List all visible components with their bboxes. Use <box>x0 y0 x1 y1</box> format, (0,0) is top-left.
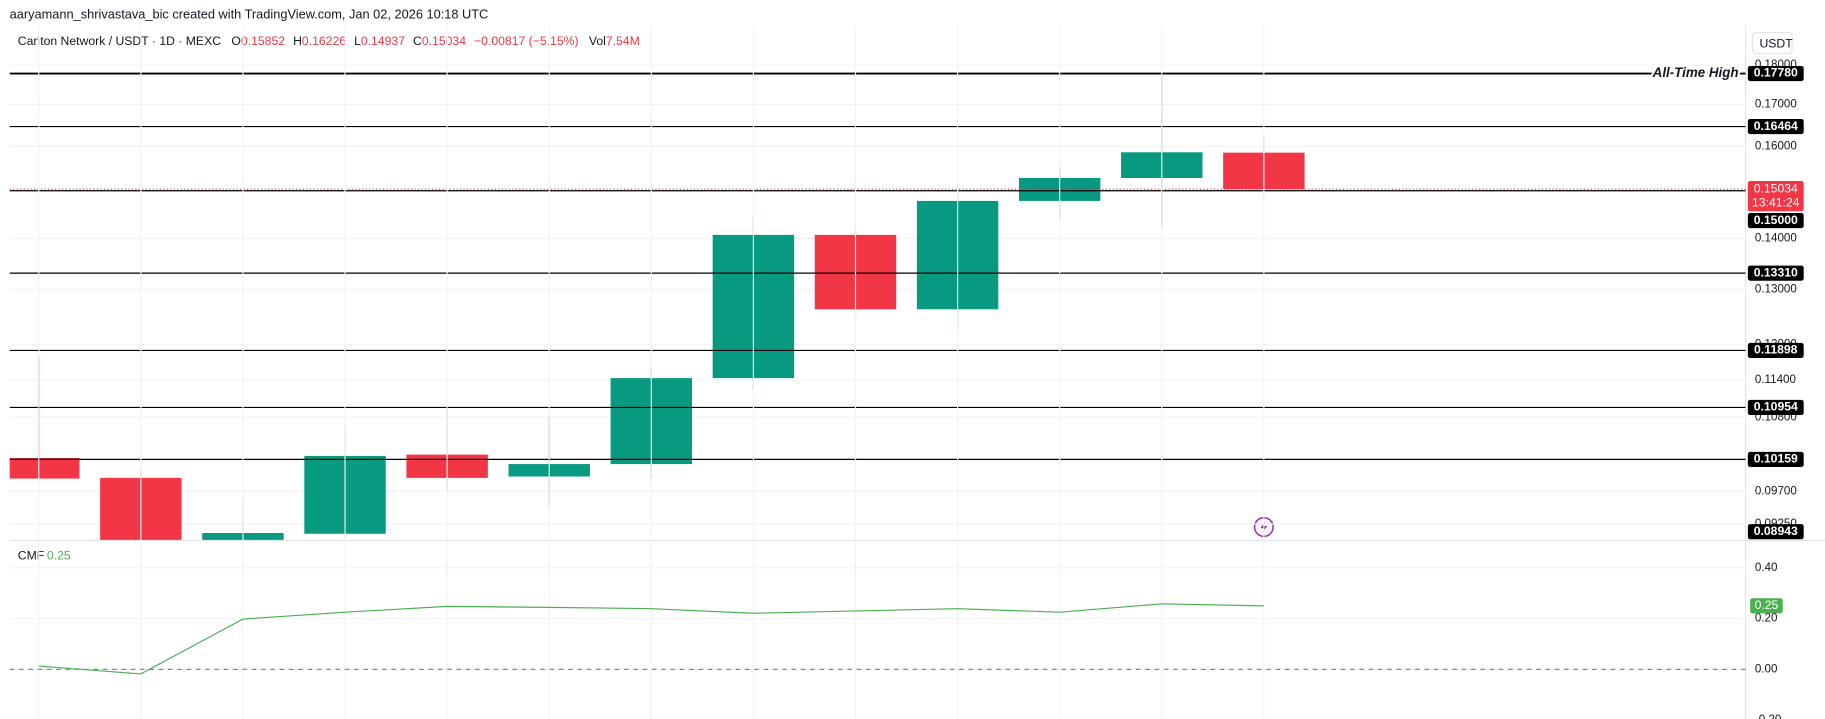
level-label: 0.17780 <box>1754 66 1798 80</box>
y-tick-label: 0.40 <box>1755 561 1778 574</box>
legend-key: Vol <box>589 34 606 48</box>
level-label-box <box>1747 399 1804 416</box>
level-label: 0.10159 <box>1754 452 1798 466</box>
level-label-box <box>1747 213 1804 229</box>
level-label: 0.11898 <box>1754 343 1798 357</box>
legend-change: −0.00817 (−5.15%) <box>474 34 578 48</box>
level-label-box <box>1747 524 1804 540</box>
annotation: All-Time High <box>1652 65 1739 80</box>
level-label-box <box>1747 451 1804 467</box>
legend-key: H <box>293 34 302 48</box>
y-tick-label: 0.09700 <box>1755 484 1798 497</box>
indicator-title: CMF <box>18 548 44 562</box>
cmf-value-box <box>1750 598 1783 614</box>
last-price-box <box>1747 181 1804 212</box>
level-label: 0.10954 <box>1754 400 1798 414</box>
y-tick-label: 0.00 <box>1755 662 1778 675</box>
candle-body <box>9 457 80 479</box>
y-unit: USDT <box>1759 36 1793 50</box>
level-label: 0.16464 <box>1754 119 1798 133</box>
price-plot <box>9 64 1746 540</box>
legend-key: C <box>413 34 422 48</box>
cmf-plot <box>9 567 1746 675</box>
legend: Canton Network / USDT · 1D · MEXC O0.158… <box>18 34 640 48</box>
y-tick-label: 0.13000 <box>1755 282 1798 295</box>
legend-value: 0.14937 <box>361 34 405 48</box>
cmf-line <box>38 603 1264 675</box>
legend-value: 0.15034 <box>422 34 466 48</box>
y-tick-label: 0.14000 <box>1755 231 1798 244</box>
y-tick-label: -0.20 <box>1755 713 1782 719</box>
level-label-box <box>1747 342 1804 359</box>
y-tick-label: 0.20 <box>1755 612 1778 625</box>
countdown: 13:41:24 <box>1752 195 1800 209</box>
y-tick-label: 0.11400 <box>1755 373 1797 386</box>
cmf-value-label: 0.25 <box>1755 598 1779 612</box>
level-label-box <box>1747 118 1804 135</box>
legend-value: 0.15852 <box>241 34 285 48</box>
legend-key: O <box>231 34 241 48</box>
level-label-box <box>1747 65 1804 82</box>
y-tick-label: 0.17000 <box>1755 98 1798 111</box>
legend-key: L <box>354 34 361 48</box>
symbol: Canton Network / USDT · 1D · MEXC <box>18 34 221 48</box>
legend-value: 7.54M <box>606 34 640 48</box>
level-label: 0.13310 <box>1754 265 1798 279</box>
last-price-label: 0.15034 <box>1754 181 1798 195</box>
level-label: 0.15000 <box>1754 213 1798 227</box>
level-label: 0.08943 <box>1754 524 1798 538</box>
level-label-box <box>1747 265 1804 281</box>
unit-box <box>1751 31 1793 55</box>
y-tick-label: 0.16000 <box>1755 139 1798 152</box>
legend-value: 0.16226 <box>302 34 346 48</box>
watermark: aaryamann_shrivastava_bic created with T… <box>10 6 489 21</box>
indicator-value: 0.25 <box>47 548 71 562</box>
